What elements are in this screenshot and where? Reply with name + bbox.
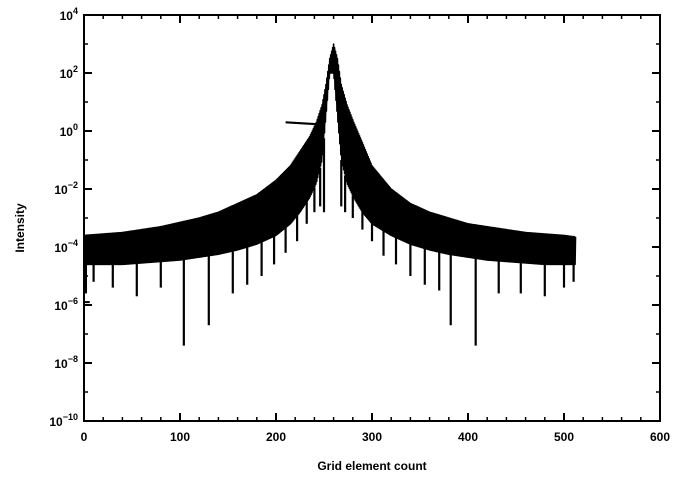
y-tick-label: 104: [60, 6, 78, 23]
y-axis-ticks: 104 102 100 10−2 10−4 10−6 10−8 10−10: [49, 6, 660, 429]
x-axis-ticks: 0 100 200 300 400 500 600: [81, 15, 670, 444]
x-tick-label: 500: [554, 430, 574, 444]
x-tick-label: 0: [81, 430, 88, 444]
x-tick-label: 400: [458, 430, 478, 444]
y-tick-label: 100: [60, 122, 78, 139]
y-tick-label: 10−4: [54, 238, 78, 255]
y-tick-label: 10−10: [49, 412, 78, 429]
annotation-line: [285, 121, 320, 126]
x-tick-label: 600: [650, 430, 670, 444]
series-layer: [83, 43, 577, 346]
y-tick-label: 10−8: [54, 354, 78, 371]
series-body: [84, 44, 576, 265]
x-tick-label: 100: [170, 430, 190, 444]
y-tick-label: 10−2: [54, 180, 78, 197]
y-axis-label: Intensity: [13, 203, 27, 253]
x-tick-label: 300: [362, 430, 382, 444]
x-axis-label: Grid element count: [317, 459, 426, 473]
x-tick-label: 200: [266, 430, 286, 444]
y-tick-label: 10−6: [54, 296, 78, 313]
y-tick-label: 102: [60, 64, 78, 81]
